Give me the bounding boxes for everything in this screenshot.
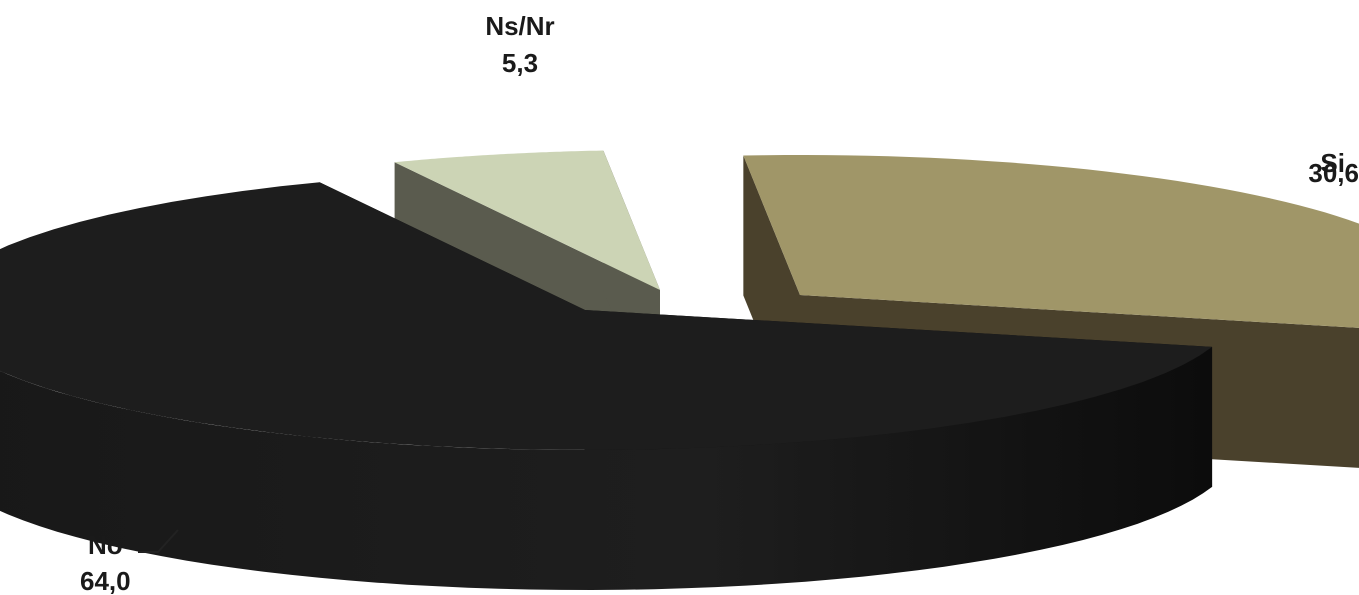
slice-label-no-name: No [88,530,123,560]
pie-labels: Ns/Nr 5,3 Si 30,6 No 64,0 [80,11,1359,595]
slice-no-rim-0 [0,346,1213,590]
slice-label-nsnr-value: 5,3 [502,48,538,78]
slice-no [0,182,1213,450]
slice-label-si-name: Si [1320,148,1345,178]
slice-label-no-value: 64,0 [80,566,131,595]
slice-label-si-value: 30,6 [1308,158,1359,188]
pie-slices [0,150,1359,590]
leader-line-no [138,529,179,553]
slice-label-nsnr-name: Ns/Nr [485,11,554,41]
slice-nsnr [394,150,660,290]
slice-si [743,155,1359,328]
